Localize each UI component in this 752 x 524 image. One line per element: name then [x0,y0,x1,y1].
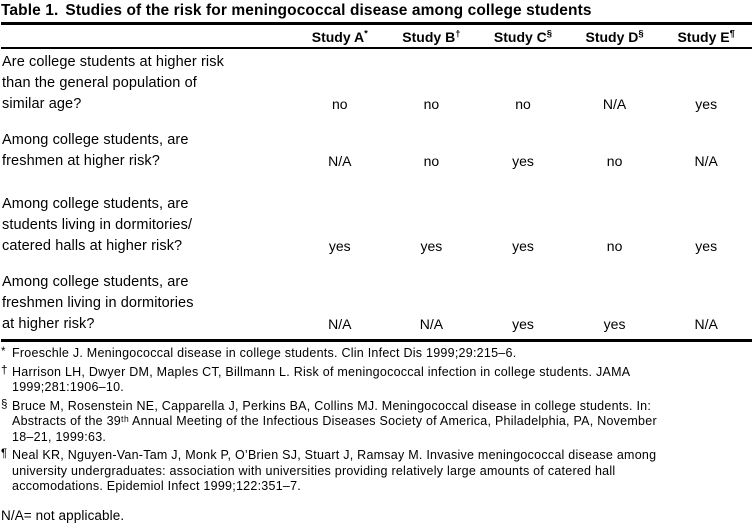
question-cell: Among college students, are students liv… [2,196,193,254]
table-title: Table 1. Studies of the risk for meningoc… [1,2,752,19]
footnote-marker: ¶ [729,28,735,40]
column-header-study-a: Study A* [294,25,386,49]
value-cell: yes [695,96,718,112]
table-row: Among college students, are freshmen at … [1,129,752,193]
footnote-marker: * [364,28,368,40]
value-cell: yes [603,316,626,332]
question-column-header [1,25,294,49]
footnote: § Bruce M, Rosenstein NE, Capparella J, … [1,399,752,446]
column-header-study-d: Study D§ [568,25,661,49]
footnote-marker: † [455,28,461,40]
value-cell: no [423,96,440,112]
footnotes-section: * Froeschle J. Meningococcal disease in … [1,346,752,495]
question-cell: Among college students, are freshmen at … [2,132,189,169]
value-cell: yes [512,153,534,169]
table-row: Among college students, are students liv… [1,193,752,271]
bottom-rule [1,339,752,342]
value-cell: N/A [602,96,627,112]
value-cell: N/A [328,153,352,169]
footnote-marker: ¶ [1,448,8,460]
footnote-text: Froeschle J. Meningococcal disease in co… [12,346,517,360]
value-cell: yes [512,316,534,332]
top-rule [1,22,752,25]
value-cell: N/A [694,316,718,332]
value-cell: yes [328,238,351,254]
na-legend: N/A= not applicable. [1,507,125,523]
value-cell: N/A [328,316,352,332]
header-row: Study A* Study B† Study C§ Study D§ Stud… [1,25,752,49]
table-row: Among college students, are freshmen liv… [1,271,752,339]
value-cell: yes [512,238,534,254]
value-cell: yes [695,238,718,254]
value-cell: no [606,238,623,254]
value-cell: N/A [694,153,718,169]
footnote: ¶ Neal KR, Nguyen-Van-Tam J, Monk P, O’B… [1,448,752,495]
table-row: Are college students at higher risk than… [1,48,752,129]
value-cell: yes [420,238,443,254]
value-cell: no [423,153,440,169]
footnote-text: Bruce M, Rosenstein NE, Capparella J, Pe… [12,398,657,444]
column-header-study-e: Study E¶ [660,25,752,49]
footnote-text: Neal KR, Nguyen-Van-Tam J, Monk P, O’Bri… [12,448,657,493]
footnote: † Harrison LH, Dwyer DM, Maples CT, Bill… [1,365,752,396]
question-cell: Are college students at higher risk than… [2,54,224,112]
value-cell: no [606,153,623,169]
footnote-marker: § [1,398,8,411]
question-cell: Among college students, are freshmen liv… [2,274,194,332]
footnote-text: Harrison LH, Dwyer DM, Maples CT, Billma… [12,364,631,395]
footnote-marker: § [638,28,644,40]
value-cell: N/A [419,316,444,332]
footnote: * Froeschle J. Meningococcal disease in … [1,346,752,362]
table-number: Table 1. [1,2,59,19]
column-header-study-b: Study B† [385,25,478,49]
footnote-marker: * [1,346,6,358]
value-cell: no [332,96,348,112]
value-cell: no [515,96,531,112]
column-header-study-c: Study C§ [477,25,569,49]
footnote-marker: † [1,364,8,377]
table-title-text: Studies of the risk for meningococcal di… [65,2,592,19]
studies-table: Study A* Study B† Study C§ Study D§ Stud… [1,25,752,339]
footnote-marker: § [546,28,553,40]
